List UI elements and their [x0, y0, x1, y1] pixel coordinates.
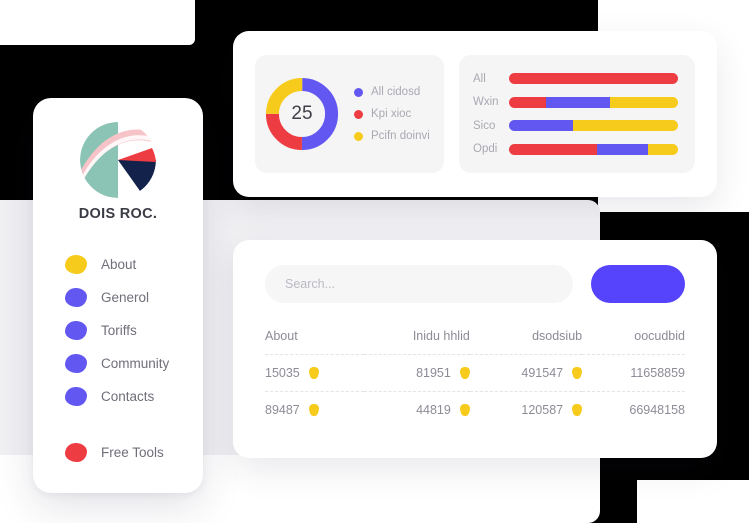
abstract-circle-logo-icon	[80, 122, 156, 198]
legend-item: Pcifn doinvi	[354, 125, 430, 147]
search-row	[265, 265, 685, 303]
sidebar-item-generol[interactable]: Generol	[65, 281, 203, 314]
table-cell: 491547	[469, 354, 583, 392]
pin-icon	[459, 404, 470, 416]
pin-icon	[572, 404, 583, 416]
sidebar-item-label: Generol	[101, 290, 150, 305]
brand-logo	[78, 120, 158, 200]
pin-icon	[459, 367, 470, 379]
bar-row: Opdi	[473, 138, 678, 162]
blob-icon	[65, 288, 87, 307]
bar-category-label: All	[473, 72, 486, 85]
table-row: 15035 81951 491547	[265, 354, 685, 392]
bar-segment-all-cidosd	[546, 96, 611, 108]
donut-segment-kpi-xioc	[265, 77, 339, 151]
bar-segment-kpi-xioc	[509, 73, 678, 85]
cell-value: 89487	[265, 403, 300, 417]
bar-track	[509, 120, 678, 132]
legend-dot-icon	[354, 131, 363, 141]
bar-track	[509, 143, 678, 155]
bar-track	[509, 96, 678, 108]
bar-row: All	[473, 67, 678, 91]
table-cell: 15035	[265, 354, 365, 392]
table-cell: 120587	[469, 391, 583, 428]
legend-dot-icon	[354, 109, 363, 119]
blob-icon	[65, 255, 87, 274]
cell-value: 81951	[416, 366, 451, 380]
sidebar: DOIS ROC. About Generol Toriffs Communit…	[33, 98, 203, 493]
donut-chart: 25	[263, 75, 341, 153]
donut-legend: All cidosd Kpi xioc Pcifn doinvi	[354, 81, 430, 147]
bar-category-label: Opdi	[473, 143, 498, 156]
sidebar-item-community[interactable]: Community	[65, 347, 203, 380]
blob-icon	[65, 443, 87, 462]
sidebar-item-label: Free Tools	[101, 445, 164, 460]
sidebar-item-label: About	[101, 257, 137, 272]
donut-chart-svg	[265, 77, 339, 151]
blob-icon	[65, 321, 87, 340]
background-plate-bottom-right	[637, 480, 749, 523]
pin-icon	[308, 404, 319, 416]
table-cell: 89487	[265, 391, 365, 428]
table-row: 89487 44819 120587	[265, 391, 685, 428]
sidebar-item-free-tools[interactable]: Free Tools	[65, 436, 203, 469]
bar-segment-pcifn-doinvi	[647, 143, 678, 155]
sidebar-item-label: Toriffs	[101, 323, 137, 338]
legend-item: Kpi xioc	[354, 103, 430, 125]
pin-icon	[308, 367, 319, 379]
sidebar-item-about[interactable]: About	[65, 248, 203, 281]
blob-icon	[65, 387, 87, 406]
sidebar-item-toriffs[interactable]: Toriffs	[65, 314, 203, 347]
cell-value: 15035	[265, 366, 300, 380]
bar-chart-panel: All Wxin Sico	[459, 55, 695, 173]
bar-segment-all-cidosd	[596, 143, 648, 155]
table-cell: 11658859	[582, 354, 685, 392]
background-plate-top-left	[0, 0, 195, 45]
donut-segment-pcifn-doinvi	[265, 77, 339, 151]
table-cell: 66948158	[582, 391, 685, 428]
sidebar-nav: About Generol Toriffs Community Contacts…	[33, 248, 203, 469]
data-table: About Inidu hhlid dsodsiub oocudbid 1503…	[265, 329, 685, 428]
donut-chart-panel: 25 All cidosd Kpi xioc Pcifn doinvi	[255, 55, 444, 173]
table-header-row: About Inidu hhlid dsodsiub oocudbid	[265, 329, 685, 355]
legend-label: Pcifn doinvi	[371, 130, 430, 142]
donut-center-value: 25	[291, 103, 313, 124]
search-input[interactable]	[265, 265, 573, 303]
bar-segment-kpi-xioc	[509, 143, 597, 155]
search-submit-button[interactable]	[591, 265, 685, 303]
bar-segment-pcifn-doinvi	[573, 120, 678, 132]
table-card: About Inidu hhlid dsodsiub oocudbid 1503…	[233, 240, 717, 458]
table-cell: 81951	[364, 354, 470, 392]
table-column-header[interactable]: Inidu hhlid	[412, 329, 470, 343]
legend-label: All cidosd	[371, 86, 421, 98]
sidebar-item-label: Contacts	[101, 389, 155, 404]
cell-value: 491547	[521, 366, 564, 380]
bar-segment-all-cidosd	[509, 120, 574, 132]
table-column-header[interactable]: About	[265, 329, 298, 343]
bar-track	[509, 73, 678, 85]
bar-segment-kpi-xioc	[509, 96, 547, 108]
table-column-header[interactable]: dsodsiub	[532, 329, 583, 343]
table-cell: 44819	[364, 391, 470, 428]
stats-card: 25 All cidosd Kpi xioc Pcifn doinvi	[233, 31, 717, 197]
bar-category-label: Sico	[473, 119, 496, 132]
bar-segment-pcifn-doinvi	[610, 96, 678, 108]
cell-value: 44819	[416, 403, 451, 417]
bar-category-label: Wxin	[473, 96, 499, 109]
pin-icon	[572, 367, 583, 379]
sidebar-item-label: Community	[101, 356, 170, 371]
cell-value: 120587	[521, 403, 564, 417]
donut-segment-all-cidosd	[265, 77, 339, 151]
sidebar-item-contacts[interactable]: Contacts	[65, 380, 203, 413]
legend-item: All cidosd	[354, 81, 430, 103]
bar-row: Sico	[473, 114, 678, 138]
blob-icon	[65, 354, 87, 373]
legend-dot-icon	[354, 87, 363, 97]
bar-row: Wxin	[473, 91, 678, 115]
brand-title: DOIS ROC.	[78, 206, 158, 222]
table-column-header[interactable]: oocudbid	[634, 329, 685, 343]
legend-label: Kpi xioc	[371, 108, 412, 120]
